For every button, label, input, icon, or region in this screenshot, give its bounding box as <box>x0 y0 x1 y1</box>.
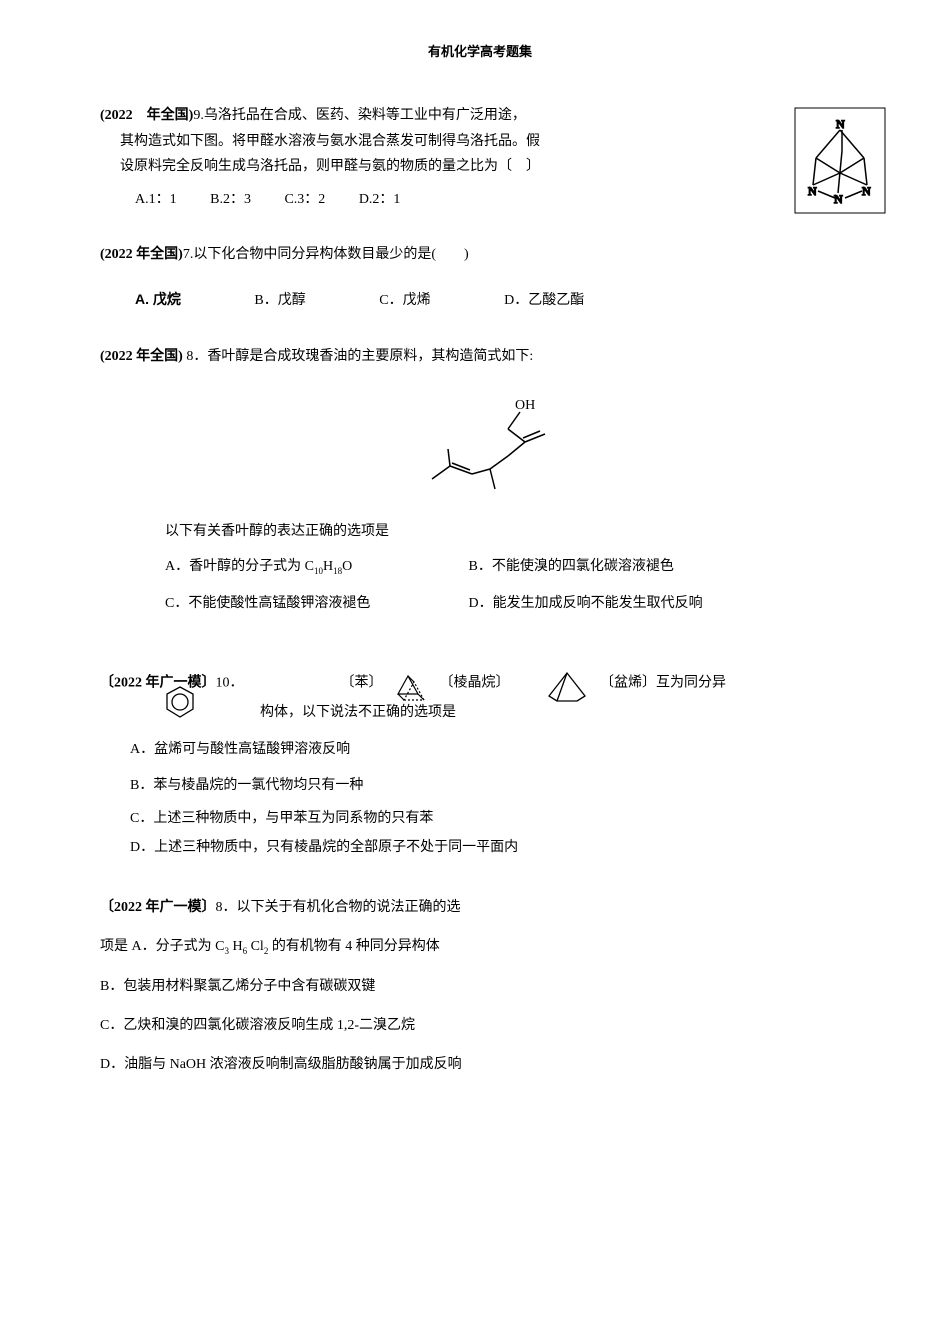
q2-number: 7. <box>183 247 194 262</box>
q1-text1: 乌洛托品在合成、医药、染料等工业中有广泛用途， <box>204 108 526 123</box>
q2-header: (2022 年全国) <box>100 247 183 262</box>
q5-optB: B．包装用材料聚氯乙烯分子中含有碳碳双键 <box>100 974 860 999</box>
q4-label3: 〔盆烯〕互为同分异 <box>600 676 726 691</box>
q3-structure-diagram: OH <box>100 394 860 504</box>
q5-mid1: H <box>229 939 243 954</box>
q5-line1: 〔2022 年广一模〕8．以下关于有机化合物的说法正确的选 <box>100 895 860 920</box>
q1-text3: 设原料完全反响生成乌洛托品，则甲醛与氨的物质的量之比为〔 〕 <box>120 154 860 179</box>
q3-optA-sub2: 18 <box>333 563 342 579</box>
q2-optC: C．戊烯 <box>379 288 430 313</box>
question-4: 〔2022 年广一模〕10． 〔苯〕 〔棱晶烷〕 〔盆烯〕互为同分异 构体，以 <box>100 661 860 860</box>
q2-optD: D．乙酸乙酯 <box>504 288 584 313</box>
q5-text2-pre: 项是 A．分子式为 C <box>100 939 224 954</box>
q1-optC: C.3：2 <box>284 192 325 207</box>
q3-optA-pre: A．香叶醇的分子式为 C <box>165 554 314 579</box>
q1-structure-diagram: N N N N <box>790 103 890 218</box>
question-1: (2022 年全国)9.乌洛托品在合成、医药、染料等工业中有广泛用途， 其构造式… <box>100 103 860 212</box>
q3-optD: D．能发生加成反响不能发生取代反响 <box>469 591 703 616</box>
question-3: (2022 年全国) 8．香叶醇是合成玫瑰香油的主要原料，其构造简式如下: OH <box>100 344 860 617</box>
q1-header: (2022 年全国) <box>100 108 193 123</box>
urotropine-structure-icon: N N N N <box>790 103 890 218</box>
oh-label: OH <box>515 398 535 413</box>
svg-text:N: N <box>808 184 817 198</box>
q5-text2-end: 的有机物有 4 种同分异构体 <box>268 939 440 954</box>
q1-options: A.1：1 B.2：3 C.3：2 D.2：1 <box>100 187 860 212</box>
question-2: (2022 年全国)7.以下化合物中同分异构体数目最少的是( ) A. 戊烷 B… <box>100 242 860 313</box>
q4-options: A．盆烯可与酸性高锰酸钾溶液反响 B．苯与棱晶烷的一氯代物均只有一种 C．上述三… <box>100 737 860 860</box>
q5-text1: 以下关于有机化合物的说法正确的选 <box>237 900 461 915</box>
q1-body: 其构造式如下图。将甲醛水溶液与氨水混合蒸发可制得乌洛托品。假 设原料完全反响生成… <box>100 129 860 179</box>
q4-text2: 构体，以下说法不正确的选项是 <box>260 705 456 720</box>
q2-optB: B．戊醇 <box>254 288 305 313</box>
geraniol-structure-icon: OH <box>390 394 570 504</box>
svg-text:N: N <box>862 184 871 198</box>
q2-text: (2022 年全国)7.以下化合物中同分异构体数目最少的是( ) <box>100 242 860 267</box>
q4-optD: D．上述三种物质中，只有棱晶烷的全部原子不处于同一平面内 <box>130 835 860 860</box>
q3-optB: B．不能使溴的四氯化碳溶液褪色 <box>469 554 674 579</box>
q4-line2: 构体，以下说法不正确的选项是 <box>100 700 860 725</box>
q4-label2: 〔棱晶烷〕 <box>440 676 510 691</box>
q3-optA-mid: H <box>323 554 333 579</box>
q4-optA: A．盆烯可与酸性高锰酸钾溶液反响 <box>130 737 860 762</box>
q3-optA-sub1: 10 <box>314 563 323 579</box>
q3-optA-end: O <box>342 554 352 579</box>
page-title: 有机化学高考题集 <box>100 40 860 63</box>
q1-text: (2022 年全国)9.乌洛托品在合成、医药、染料等工业中有广泛用途， <box>100 103 860 128</box>
q5-mid2: Cl <box>247 939 264 954</box>
svg-text:N: N <box>836 117 845 131</box>
q5-header: 〔2022 年广一模〕 <box>100 900 216 915</box>
q5-optD: D．油脂与 NaOH 浓溶液反响制高级脂肪酸钠属于加成反响 <box>100 1052 860 1077</box>
q4-optC: C．上述三种物质中，与甲苯互为同系物的只有苯 <box>130 806 860 831</box>
q1-number: 9. <box>193 108 204 123</box>
q2-optA: A. 戊烷 <box>135 287 181 312</box>
q3-number: 8． <box>186 349 207 364</box>
question-5: 〔2022 年广一模〕8．以下关于有机化合物的说法正确的选 项是 A．分子式为 … <box>100 895 860 1077</box>
q4-optB: B．苯与棱晶烷的一氯代物均只有一种 <box>130 773 860 798</box>
q1-optA: A.1：1 <box>135 192 177 207</box>
q1-optD: D.2：1 <box>359 192 401 207</box>
q4-number: 10． <box>216 676 244 691</box>
q2-options: A. 戊烷 B．戊醇 C．戊烯 D．乙酸乙酯 <box>100 287 860 313</box>
q1-optB: B.2：3 <box>210 192 251 207</box>
q3-header: (2022 年全国) <box>100 349 183 364</box>
q4-label1: 〔苯〕 <box>341 676 383 691</box>
q3-optC: C．不能使酸性高锰酸钾溶液褪色 <box>165 591 465 616</box>
svg-text:N: N <box>834 192 843 206</box>
q3-subtitle: 以下有关香叶醇的表达正确的选项是 <box>165 519 860 544</box>
q3-options: 以下有关香叶醇的表达正确的选项是 A．香叶醇的分子式为 C10 H18 O B．… <box>100 519 860 617</box>
q3-optA: A．香叶醇的分子式为 C10 H18 O <box>165 554 465 579</box>
benzene-icon <box>160 682 200 722</box>
q5-optC: C．乙炔和溴的四氯化碳溶液反响生成 1,2-二溴乙烷 <box>100 1013 860 1038</box>
q2-content: 以下化合物中同分异构体数目最少的是( ) <box>193 247 468 262</box>
q5-line2: 项是 A．分子式为 C3 H6 Cl2 的有机物有 4 种同分异构体 <box>100 934 860 959</box>
q1-text2: 其构造式如下图。将甲醛水溶液与氨水混合蒸发可制得乌洛托品。假 <box>120 129 860 154</box>
q3-text: (2022 年全国) 8．香叶醇是合成玫瑰香油的主要原料，其构造简式如下: <box>100 344 860 369</box>
prismane-icon <box>386 664 436 704</box>
q3-content: 香叶醇是合成玫瑰香油的主要原料，其构造简式如下: <box>207 349 533 364</box>
q5-number: 8． <box>216 900 237 915</box>
